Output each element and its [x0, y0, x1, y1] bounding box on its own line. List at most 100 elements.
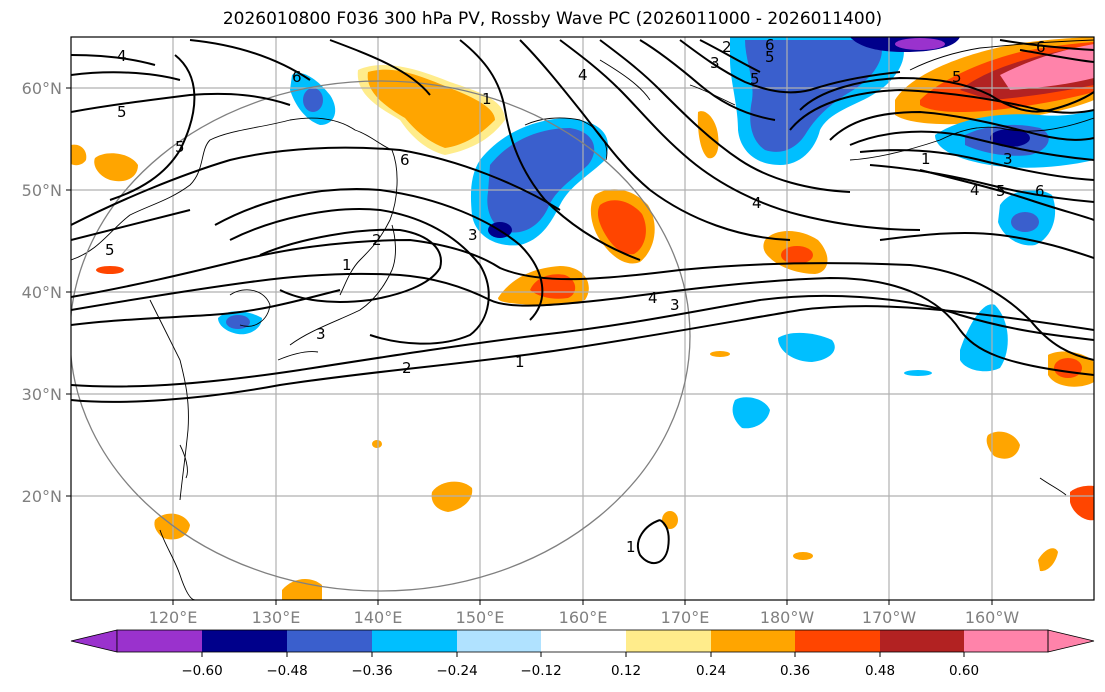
latitude-labels: 60°N 50°N 40°N 30°N 20°N [22, 79, 62, 506]
contour-label: 5 [175, 138, 185, 156]
contour-label: 6 [292, 68, 302, 86]
contour-label: 3 [1003, 150, 1013, 168]
colorbar-extend-high [1047, 629, 1095, 653]
contour-label: 4 [648, 289, 658, 307]
pv-blob-positive [710, 351, 730, 357]
pv-blob-positive [662, 511, 678, 529]
pv-blob-positive [367, 69, 495, 148]
pv-blob-negative [960, 304, 1008, 372]
colorbar-swatch [117, 630, 202, 652]
lat-label: 30°N [22, 385, 62, 404]
colorbar-swatch [541, 630, 626, 652]
lon-label: 130°E [252, 608, 301, 627]
pv-blob-positive [96, 266, 124, 274]
contour-label: 4 [117, 47, 127, 65]
lon-label: 180°W [760, 608, 815, 627]
lat-label: 40°N [22, 283, 62, 302]
lat-label: 60°N [22, 79, 62, 98]
lat-label: 20°N [22, 487, 62, 506]
contour-label: 5 [750, 70, 760, 88]
contour-labels: 4 5 5 5 6 2 1 3 2 1 4 3 3 4 5 6 3 5 2 3 … [105, 36, 1046, 556]
contour-label: 1 [482, 90, 492, 108]
pv-blob-negative [487, 128, 595, 233]
contour-label: 5 [952, 68, 962, 86]
pv-blob-negative [303, 88, 323, 112]
colorbar-label: 0.36 [780, 663, 810, 679]
contour-label: 3 [710, 54, 720, 72]
contour-label: 1 [921, 150, 931, 168]
pv-blob-positive [781, 246, 813, 264]
lon-label: 160°E [559, 608, 608, 627]
reference-circle [71, 80, 691, 592]
colorbar-label: −0.60 [181, 663, 222, 679]
lon-label: 150°E [456, 608, 505, 627]
pv-blob-negative [990, 129, 1030, 147]
pv-blob-positive [71, 144, 87, 166]
pv-blob-positive [1070, 485, 1094, 521]
colorbar-swatch [626, 630, 711, 652]
lon-label: 120°E [149, 608, 198, 627]
pv-blob-positive [372, 440, 382, 448]
pv-blob-positive [282, 578, 322, 600]
coastlines [71, 39, 1094, 600]
colorbar: −0.60 −0.48 −0.36 −0.24 −0.12 0.12 0.24 … [70, 629, 1095, 679]
colorbar-swatch [287, 630, 372, 652]
contour-label: 1 [342, 256, 352, 274]
lon-label: 170°W [862, 608, 917, 627]
colorbar-label: 0.24 [696, 663, 726, 679]
colorbar-extend-low [70, 629, 118, 653]
colorbar-swatch [202, 630, 287, 652]
contour-label: 2 [402, 359, 412, 377]
pv-blob-positive [597, 200, 646, 255]
contour-label: 5 [117, 103, 127, 121]
colorbar-label: −0.24 [436, 663, 477, 679]
pv-blob-negative [904, 370, 932, 376]
lat-label: 50°N [22, 181, 62, 200]
colorbar-swatch [795, 630, 880, 652]
pv-blob-positive [986, 431, 1020, 459]
colorbar-label: −0.36 [351, 663, 392, 679]
axis-ticks [66, 87, 993, 605]
lon-label: 140°E [354, 608, 403, 627]
pv-blob-negative [226, 315, 250, 329]
colorbar-label: 0.60 [949, 663, 979, 679]
contour-label: 6 [765, 36, 775, 54]
contour-label: 3 [468, 226, 478, 244]
colorbar-swatch [457, 630, 541, 652]
colorbar-swatch [711, 630, 795, 652]
pv-blob-negative [895, 38, 945, 50]
colorbar-label: 0.12 [611, 663, 641, 679]
contour-label: 6 [1036, 38, 1046, 56]
colorbar-swatch [880, 630, 964, 652]
contour-label: 5 [105, 241, 115, 259]
lon-label: 170°E [661, 608, 710, 627]
contour-label: 4 [578, 66, 588, 84]
pv-blob-negative [732, 397, 770, 429]
lat-lon-grid [71, 37, 1094, 600]
contour-label: 1 [515, 353, 525, 371]
colorbar-label: −0.48 [266, 663, 307, 679]
contour-label: 5 [765, 48, 775, 66]
pv-blob-positive [154, 513, 190, 540]
contour-label: 6 [400, 151, 410, 169]
contour-label: 2 [372, 231, 382, 249]
pv-shading [71, 37, 1094, 600]
pv-blob-positive [1000, 44, 1094, 90]
contour-label: 3 [316, 325, 326, 343]
contour-label: 4 [752, 194, 762, 212]
contour-label: 4 [970, 181, 980, 199]
longitude-labels: 120°E 130°E 140°E 150°E 160°E 170°E 180°… [149, 608, 1020, 627]
pv-blob-negative [778, 332, 835, 362]
pv-contours [71, 39, 1094, 564]
colorbar-outline [116, 629, 1049, 653]
contour-label: 1 [626, 538, 636, 556]
contour-label: 2 [722, 38, 732, 56]
pv-blob-negative [745, 40, 882, 152]
pv-blob-positive [94, 153, 138, 182]
colorbar-label: −0.12 [520, 663, 561, 679]
contour-label: 5 [996, 182, 1006, 200]
contour-label: 6 [1035, 182, 1045, 200]
map-title: 2026010800 F036 300 hPa PV, Rossby Wave … [222, 9, 883, 29]
colorbar-swatch [964, 630, 1048, 652]
